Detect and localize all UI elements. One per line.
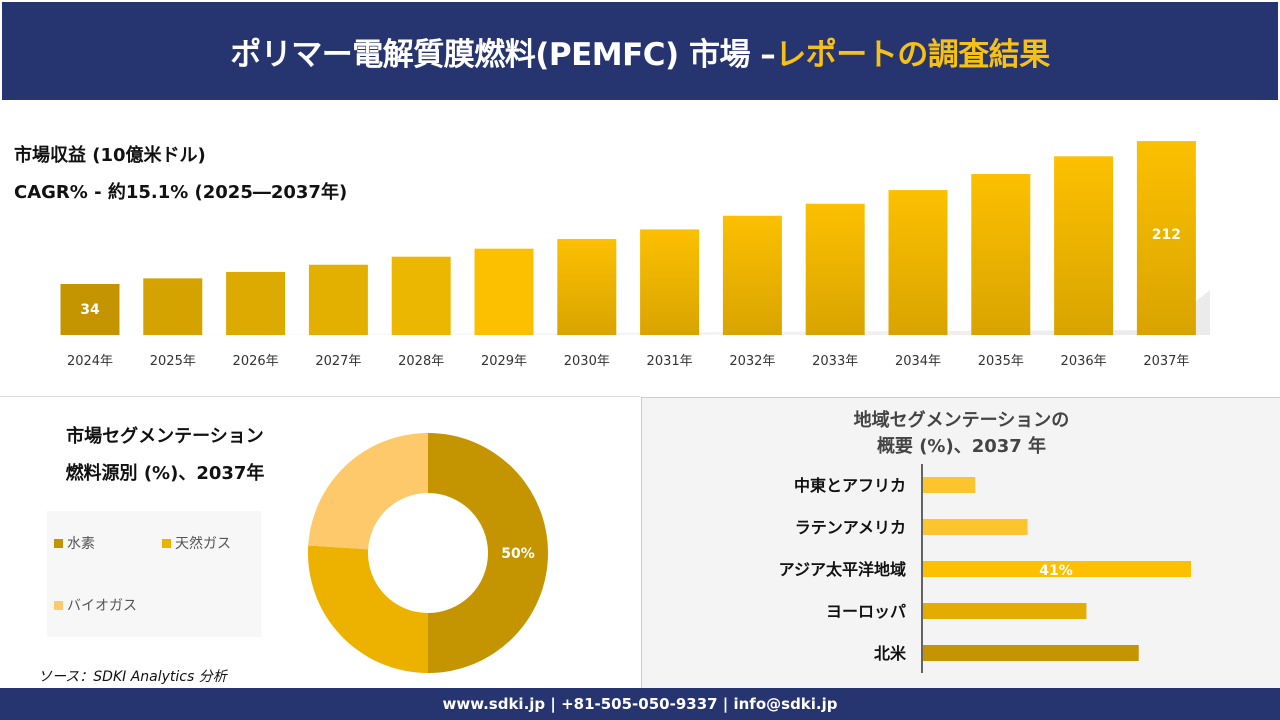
legend-item: 水素 — [54, 533, 95, 553]
region-label: 北米 — [874, 644, 907, 663]
legend-label: バイオガス — [67, 598, 137, 614]
x-tick-label: 2025年 — [150, 354, 196, 369]
x-tick-label: 2034年 — [895, 354, 941, 369]
divider — [0, 396, 640, 397]
legend-swatch — [54, 600, 63, 610]
footer-contact: www.sdki.jp | +81-505-050-9337 | info@sd… — [0, 688, 1280, 720]
region-label: 中東とアフリカ — [794, 476, 906, 495]
slice-label: 50% — [501, 546, 535, 562]
segment-title: 市場セグメンテーション — [66, 426, 264, 447]
region-title: 地域セグメンテーションの — [853, 410, 1070, 431]
region-bar — [923, 603, 1087, 619]
region-label: アジア太平洋地域 — [779, 560, 906, 579]
region-bar — [923, 561, 1191, 577]
revenue-bar-chart: 2024年 34 2025年 2026年 2027年 2028年 2029年 2030年 203… — [60, 141, 1210, 369]
revenue-bar — [888, 190, 948, 335]
x-tick-label: 2032年 — [729, 354, 775, 369]
revenue-bar — [640, 229, 700, 335]
region-data-label: 41% — [1039, 563, 1073, 579]
title-main: ポリマー電解質膜燃料(PEMFC) 市場 – — [230, 36, 776, 73]
x-tick-label: 2031年 — [647, 354, 693, 369]
fuel-donut-chart: 50% — [308, 433, 548, 673]
legend-label: 水素 — [67, 536, 95, 552]
x-tick-label: 2033年 — [812, 354, 858, 369]
revenue-label: 市場収益 (10億米ドル) — [14, 145, 206, 166]
revenue-bar — [1054, 156, 1114, 335]
region-bar — [923, 477, 976, 493]
data-label: 34 — [80, 302, 100, 318]
source-note: ソース：SDKI Analytics 分析 — [38, 669, 227, 685]
region-subtitle: 概要 (%)、2037 年 — [876, 436, 1047, 457]
cagr-label: CAGR% - 約15.1% (2025―2037年) — [14, 182, 348, 203]
legend-item: 天然ガス — [162, 533, 231, 553]
revenue-bar — [391, 256, 451, 335]
revenue-bar — [557, 239, 617, 335]
revenue-bar — [805, 203, 865, 335]
x-tick-label: 2030年 — [564, 354, 610, 369]
donut-slice — [308, 545, 428, 673]
revenue-bar — [60, 283, 120, 335]
legend-label: 天然ガス — [175, 536, 231, 552]
donut-legend: 水素 天然ガス バイオガス — [47, 511, 261, 637]
region-bar — [923, 645, 1139, 661]
segment-subtitle: 燃料源別 (%)、2037年 — [65, 463, 265, 484]
x-tick-label: 2027年 — [315, 354, 361, 369]
legend-swatch — [162, 538, 171, 548]
region-label: ヨーロッパ — [826, 602, 906, 621]
page-title: ポリマー電解質膜燃料(PEMFC) 市場 – レポートの調査結果 — [2, 2, 1278, 100]
x-tick-label: 2029年 — [481, 354, 527, 369]
revenue-bar — [1136, 141, 1196, 335]
x-tick-label: 2024年 — [67, 354, 113, 369]
region-panel: 地域セグメンテーションの 概要 (%)、2037 年 中東とアフリカ ラテンアメリ… — [641, 397, 1280, 688]
revenue-bar — [308, 264, 368, 335]
legend-item: バイオガス — [54, 595, 137, 615]
revenue-bar — [143, 278, 203, 335]
x-tick-label: 2037年 — [1143, 354, 1189, 369]
region-label: ラテンアメリカ — [795, 518, 906, 537]
x-tick-label: 2026年 — [233, 354, 279, 369]
donut-slice — [428, 433, 548, 673]
donut-slice — [308, 433, 428, 550]
revenue-bar — [722, 215, 782, 335]
x-tick-label: 2036年 — [1061, 354, 1107, 369]
x-tick-label: 2028年 — [398, 354, 444, 369]
revenue-bar — [474, 248, 534, 335]
data-label: 212 — [1152, 227, 1181, 243]
region-bar — [923, 519, 1028, 535]
title-highlight: レポートの調査結果 — [775, 36, 1050, 73]
x-tick-label: 2035年 — [978, 354, 1024, 369]
revenue-bar — [226, 271, 286, 335]
revenue-bar — [971, 173, 1031, 335]
legend-swatch — [54, 538, 63, 548]
